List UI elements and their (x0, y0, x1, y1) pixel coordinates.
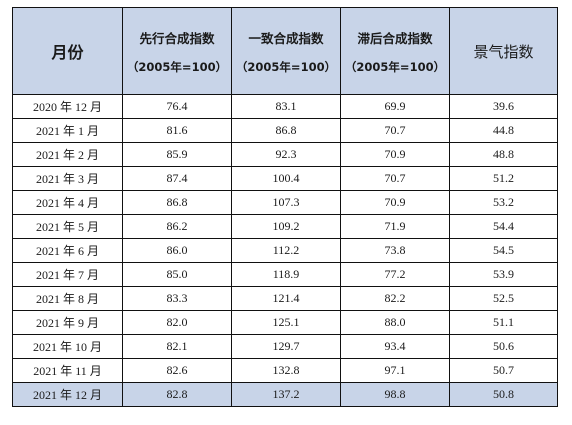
cell-lagging: 73.8 (340, 238, 450, 263)
cell-coincident: 92.3 (231, 142, 341, 167)
cell-climate: 54.4 (449, 214, 558, 239)
cell-coincident: 109.2 (231, 214, 341, 239)
header-month: 月份 (12, 7, 123, 95)
cell-month: 2021 年 11 月 (12, 358, 123, 383)
cell-leading: 82.6 (122, 358, 232, 383)
table-row: 2021 年 2 月 85.9 92.3 70.9 48.8 (12, 142, 558, 167)
header-coincident: 一致合成指数 （2005年=100） (231, 7, 341, 95)
cell-coincident: 118.9 (231, 262, 341, 287)
cell-climate: 50.6 (449, 334, 558, 359)
cell-coincident: 112.2 (231, 238, 341, 263)
cell-coincident: 86.8 (231, 118, 341, 143)
table-row: 2021 年 1 月 81.6 86.8 70.7 44.8 (12, 118, 558, 143)
cell-month: 2021 年 9 月 (12, 310, 123, 335)
cell-lagging: 70.7 (340, 118, 450, 143)
header-climate: 景气指数 (449, 7, 558, 95)
cell-month: 2021 年 1 月 (12, 118, 123, 143)
cell-lagging: 93.4 (340, 334, 450, 359)
cell-lagging: 82.2 (340, 286, 450, 311)
cell-coincident: 107.3 (231, 190, 341, 215)
header-lagging-base: （2005年=100） (344, 59, 446, 74)
cell-climate: 53.9 (449, 262, 558, 287)
header-coincident-base: （2005年=100） (235, 59, 337, 74)
cell-leading: 85.0 (122, 262, 232, 287)
index-table-container: 月份 先行合成指数 （2005年=100） 一致合成指数 （2005年=100）… (12, 7, 558, 407)
table-row: 2021 年 12 月 82.8 137.2 98.8 50.8 (12, 382, 558, 407)
table-row: 2021 年 3 月 87.4 100.4 70.7 51.2 (12, 166, 558, 191)
header-lagging-title: 滞后合成指数 (357, 30, 433, 46)
cell-climate: 51.1 (449, 310, 558, 335)
cell-coincident: 100.4 (231, 166, 341, 191)
cell-month: 2021 年 3 月 (12, 166, 123, 191)
header-leading-base: （2005年=100） (126, 59, 228, 74)
cell-leading: 86.0 (122, 238, 232, 263)
cell-climate: 50.7 (449, 358, 558, 383)
cell-climate: 44.8 (449, 118, 558, 143)
table-header: 月份 先行合成指数 （2005年=100） 一致合成指数 （2005年=100）… (12, 7, 558, 95)
cell-lagging: 98.8 (340, 382, 450, 407)
table-row: 2021 年 7 月 85.0 118.9 77.2 53.9 (12, 262, 558, 287)
cell-lagging: 77.2 (340, 262, 450, 287)
cell-leading: 85.9 (122, 142, 232, 167)
cell-lagging: 88.0 (340, 310, 450, 335)
cell-climate: 39.6 (449, 94, 558, 119)
cell-month: 2021 年 7 月 (12, 262, 123, 287)
cell-leading: 82.8 (122, 382, 232, 407)
cell-leading: 82.1 (122, 334, 232, 359)
cell-month: 2021 年 10 月 (12, 334, 123, 359)
table-row: 2021 年 8 月 83.3 121.4 82.2 52.5 (12, 286, 558, 311)
table-row: 2021 年 5 月 86.2 109.2 71.9 54.4 (12, 214, 558, 239)
cell-leading: 81.6 (122, 118, 232, 143)
cell-lagging: 97.1 (340, 358, 450, 383)
economic-index-table: 月份 先行合成指数 （2005年=100） 一致合成指数 （2005年=100）… (12, 7, 558, 407)
cell-month: 2021 年 12 月 (12, 382, 123, 407)
cell-month: 2021 年 6 月 (12, 238, 123, 263)
header-leading: 先行合成指数 （2005年=100） (122, 7, 232, 95)
cell-leading: 86.2 (122, 214, 232, 239)
cell-lagging: 70.9 (340, 190, 450, 215)
cell-leading: 82.0 (122, 310, 232, 335)
table-body: 2020 年 12 月 76.4 83.1 69.9 39.6 2021 年 1 月 81.… (12, 94, 558, 407)
cell-leading: 83.3 (122, 286, 232, 311)
cell-lagging: 70.7 (340, 166, 450, 191)
cell-month: 2020 年 12 月 (12, 94, 123, 119)
cell-leading: 76.4 (122, 94, 232, 119)
cell-climate: 50.8 (449, 382, 558, 407)
table-row: 2020 年 12 月 76.4 83.1 69.9 39.6 (12, 94, 558, 119)
table-row: 2021 年 6 月 86.0 112.2 73.8 54.5 (12, 238, 558, 263)
cell-coincident: 121.4 (231, 286, 341, 311)
table-row: 2021 年 11 月 82.6 132.8 97.1 50.7 (12, 358, 558, 383)
cell-climate: 53.2 (449, 190, 558, 215)
table-row: 2021 年 4 月 86.8 107.3 70.9 53.2 (12, 190, 558, 215)
header-lagging: 滞后合成指数 （2005年=100） (340, 7, 450, 95)
cell-climate: 48.8 (449, 142, 558, 167)
cell-coincident: 129.7 (231, 334, 341, 359)
cell-lagging: 70.9 (340, 142, 450, 167)
table-row: 2021 年 10 月 82.1 129.7 93.4 50.6 (12, 334, 558, 359)
cell-lagging: 71.9 (340, 214, 450, 239)
cell-coincident: 137.2 (231, 382, 341, 407)
cell-coincident: 83.1 (231, 94, 341, 119)
cell-month: 2021 年 4 月 (12, 190, 123, 215)
cell-climate: 54.5 (449, 238, 558, 263)
cell-coincident: 125.1 (231, 310, 341, 335)
cell-lagging: 69.9 (340, 94, 450, 119)
cell-coincident: 132.8 (231, 358, 341, 383)
cell-leading: 86.8 (122, 190, 232, 215)
cell-month: 2021 年 2 月 (12, 142, 123, 167)
cell-climate: 52.5 (449, 286, 558, 311)
header-leading-title: 先行合成指数 (139, 30, 215, 46)
header-row: 月份 先行合成指数 （2005年=100） 一致合成指数 （2005年=100）… (12, 7, 558, 95)
table-row: 2021 年 9 月 82.0 125.1 88.0 51.1 (12, 310, 558, 335)
header-coincident-title: 一致合成指数 (248, 30, 324, 46)
cell-month: 2021 年 5 月 (12, 214, 123, 239)
cell-leading: 87.4 (122, 166, 232, 191)
cell-climate: 51.2 (449, 166, 558, 191)
cell-month: 2021 年 8 月 (12, 286, 123, 311)
